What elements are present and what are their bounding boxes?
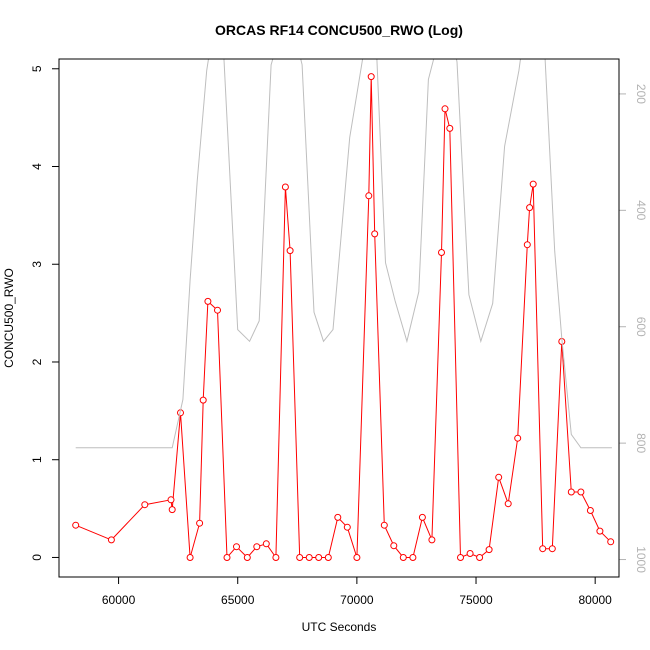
y-tick-label: 2 <box>30 358 44 365</box>
y-tick-label: 4 <box>30 163 44 170</box>
data-point <box>286 247 294 255</box>
x-axis-label: UTC Seconds <box>302 620 377 634</box>
data-point <box>371 230 379 238</box>
data-point <box>196 519 204 527</box>
x-tick-label: 70000 <box>340 593 374 607</box>
data-point <box>315 554 323 561</box>
data-point <box>485 546 493 554</box>
data-point <box>107 536 115 544</box>
data-point <box>409 554 417 561</box>
data-point <box>296 554 304 561</box>
data-point <box>523 241 531 249</box>
data-point <box>380 521 388 529</box>
y2-tick-label: 1000 <box>634 546 648 573</box>
data-point <box>418 513 426 521</box>
data-point <box>495 473 503 481</box>
data-point <box>577 488 585 496</box>
data-point <box>567 488 575 496</box>
data-point <box>186 554 194 561</box>
data-point <box>334 513 342 521</box>
y-tick-label: 3 <box>30 261 44 268</box>
data-point <box>466 550 474 557</box>
data-point <box>539 545 547 553</box>
data-point <box>324 554 332 561</box>
data-point <box>365 192 373 200</box>
data-point <box>399 554 407 561</box>
y-tick-label: 1 <box>30 456 44 463</box>
data-point <box>199 396 207 404</box>
data-point <box>446 124 454 132</box>
data-point <box>529 180 537 188</box>
data-point <box>367 73 375 81</box>
y2-tick-label: 600 <box>634 317 648 337</box>
data-point <box>167 496 175 504</box>
series-layer <box>72 59 615 561</box>
y-tick-label: 5 <box>30 65 44 72</box>
plot-frame <box>58 58 620 578</box>
data-point <box>204 297 212 305</box>
data-point <box>262 540 270 548</box>
data-point <box>596 527 604 535</box>
data-point <box>223 554 231 561</box>
data-point <box>514 434 522 442</box>
data-point <box>343 523 351 531</box>
data-point <box>243 554 251 561</box>
x-tick-label: 75000 <box>459 593 493 607</box>
y2-tick-label: 400 <box>634 200 648 220</box>
data-point <box>586 507 594 514</box>
data-point <box>607 538 615 546</box>
data-point <box>476 554 484 561</box>
data-point <box>548 545 556 553</box>
data-point <box>438 249 445 256</box>
data-point <box>281 183 289 191</box>
x-tick-label: 65000 <box>221 593 255 607</box>
data-point <box>168 506 176 514</box>
data-point <box>457 554 464 561</box>
data-point <box>272 554 280 561</box>
data-point <box>214 306 221 314</box>
data-point <box>390 542 398 550</box>
data-point <box>233 543 240 551</box>
y2-tick-label: 800 <box>634 433 648 453</box>
chart-title: ORCAS RF14 CONCU500_RWO (Log) <box>215 22 463 38</box>
data-point <box>526 204 534 212</box>
x-tick-label: 60000 <box>102 593 136 607</box>
data-point <box>141 501 149 509</box>
data-point <box>253 543 261 551</box>
data-point <box>428 536 436 544</box>
data-point <box>353 554 361 561</box>
data-point <box>441 105 449 113</box>
y-tick-label: 0 <box>30 554 44 561</box>
data-point <box>305 554 313 561</box>
x-tick-label: 80000 <box>578 593 612 607</box>
y-axis-label: CONCU500_RWO <box>2 268 16 368</box>
data-point <box>504 500 512 508</box>
data-point <box>72 521 80 529</box>
y2-tick-label: 200 <box>634 84 648 104</box>
